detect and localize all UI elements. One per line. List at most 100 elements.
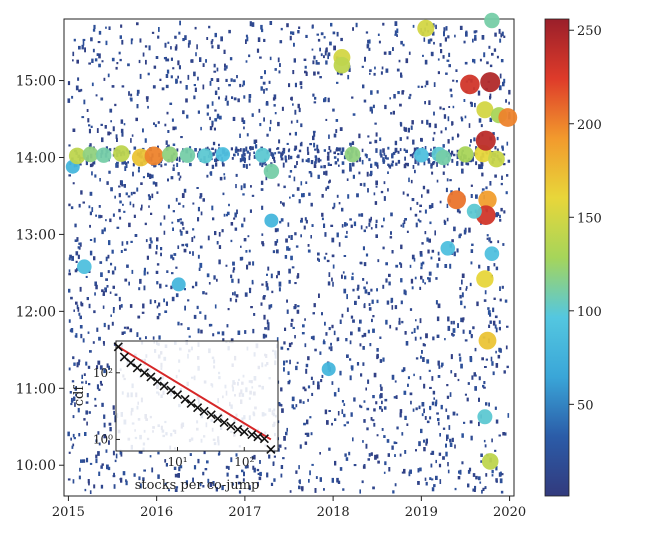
background-point [232, 261, 235, 266]
background-point [494, 406, 497, 410]
background-point [323, 36, 326, 39]
background-point [114, 266, 117, 271]
inset-point [152, 376, 162, 387]
background-point [330, 346, 333, 352]
background-point [298, 479, 301, 483]
background-point [85, 275, 88, 278]
background-point [225, 465, 229, 469]
background-point [423, 383, 426, 389]
background-point [307, 151, 310, 155]
background-point [74, 239, 78, 242]
background-point [304, 65, 307, 69]
background-point [100, 123, 103, 126]
background-point [245, 146, 248, 152]
background-point [98, 53, 101, 59]
background-point [180, 136, 183, 139]
highlight-point [414, 147, 429, 163]
background-point [172, 126, 176, 131]
background-point [81, 381, 84, 384]
background-point [257, 472, 261, 475]
background-point [251, 113, 254, 117]
background-point [94, 58, 98, 62]
background-point [100, 97, 104, 101]
background-point [139, 38, 142, 43]
background-point [456, 161, 459, 165]
background-point [502, 432, 505, 436]
background-point [70, 296, 73, 300]
background-point [411, 254, 415, 260]
background-point [413, 373, 415, 377]
highlight-point [440, 241, 456, 256]
background-point [98, 214, 101, 219]
highlight-point [321, 362, 336, 377]
background-point [68, 319, 71, 323]
background-point [392, 490, 395, 494]
background-point [79, 163, 82, 166]
background-point [134, 234, 138, 237]
background-point [500, 490, 504, 494]
background-point [266, 133, 269, 137]
background-point [193, 314, 197, 319]
background-point [277, 57, 280, 63]
background-point [349, 375, 352, 381]
background-point [157, 121, 160, 124]
background-point [214, 32, 217, 38]
background-point [155, 56, 159, 59]
background-point [148, 173, 152, 178]
background-point [188, 335, 191, 338]
background-point [233, 97, 237, 101]
background-point [235, 453, 238, 457]
background-point [106, 181, 109, 185]
background-point [179, 20, 181, 26]
background-point [98, 471, 101, 476]
background-point [186, 114, 189, 119]
background-point [321, 194, 324, 198]
background-point [485, 402, 488, 406]
background-point [372, 315, 375, 318]
background-point [177, 172, 180, 176]
background-point [358, 171, 361, 175]
background-point [401, 432, 404, 436]
background-point [497, 354, 501, 359]
background-point [70, 328, 74, 333]
background-point [402, 367, 406, 372]
background-point [426, 189, 430, 194]
background-point [454, 487, 457, 491]
background-point [259, 162, 261, 166]
background-point [288, 342, 292, 348]
background-point [470, 261, 473, 265]
background-point [257, 481, 259, 487]
background-point [194, 87, 197, 92]
background-point [369, 69, 372, 72]
background-point [382, 22, 385, 26]
background-point [164, 482, 167, 486]
background-point [326, 155, 330, 161]
background-point [337, 387, 340, 392]
background-point [205, 162, 209, 166]
background-point [327, 162, 330, 166]
background-point [408, 471, 411, 477]
background-point [333, 151, 336, 155]
background-point [427, 158, 430, 161]
background-point [399, 103, 402, 107]
background-point [449, 438, 452, 443]
background-point [388, 467, 391, 472]
background-point [84, 47, 86, 53]
background-point [460, 363, 463, 369]
background-point [453, 226, 456, 232]
background-point [75, 393, 77, 397]
background-point [286, 246, 289, 251]
background-point [191, 285, 195, 289]
background-point [374, 201, 378, 205]
background-point [180, 221, 184, 225]
background-point [94, 397, 97, 401]
background-point [209, 482, 212, 487]
background-point [356, 362, 360, 366]
background-point [74, 402, 76, 407]
background-point [109, 218, 112, 223]
background-point [359, 319, 362, 324]
background-point [269, 21, 273, 25]
background-point [458, 234, 461, 239]
background-point [206, 112, 209, 116]
background-point [116, 62, 119, 65]
